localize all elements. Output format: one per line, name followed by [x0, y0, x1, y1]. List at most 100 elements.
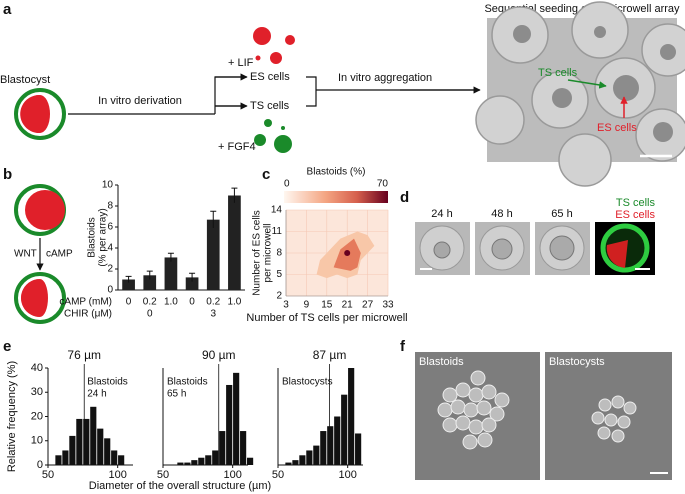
x-tick-label: 100 [338, 469, 356, 481]
time-label: 65 h [551, 208, 572, 220]
series-label: Blastoids [87, 377, 128, 388]
y-tick-label: 20 [31, 410, 43, 422]
blastocyst-icon [14, 184, 66, 324]
panel-label: d [400, 189, 409, 206]
bar [226, 384, 233, 465]
y-tick-label: 30 [31, 386, 43, 398]
label: ES cells [615, 209, 655, 221]
microscopy-image [415, 222, 655, 275]
panel-label: e [3, 338, 11, 355]
bar [177, 462, 184, 465]
bar [348, 368, 355, 465]
bar [104, 438, 111, 465]
y-tick-label: 4 [107, 243, 113, 254]
bar [320, 431, 327, 465]
time-label: 24 h [431, 208, 452, 220]
annotation: 76 µm [67, 348, 101, 362]
x-tick-label: 3 [283, 300, 289, 311]
x-tick-label: 0 [189, 297, 195, 308]
bar [355, 433, 362, 465]
bar [240, 431, 247, 465]
bar [97, 428, 104, 465]
bar [143, 275, 157, 290]
error-bar [189, 272, 196, 282]
bar [55, 455, 62, 465]
ts-cells-icon [254, 119, 292, 153]
bar [247, 457, 254, 465]
y-tick-label: 6 [107, 222, 113, 233]
bar [83, 418, 90, 465]
y-tick-label: 10 [31, 435, 43, 447]
arrow [214, 76, 245, 114]
y-axis-label: Relative frequency (%) [6, 361, 18, 472]
x-tick-label: 100 [223, 469, 241, 481]
x-tick-label: 0 [126, 297, 132, 308]
label: Blastocyst [0, 74, 50, 86]
bar [184, 462, 191, 465]
colorbar-title: Blastoids (%) [307, 167, 366, 178]
panel-label: f [400, 338, 406, 355]
bar [233, 372, 240, 465]
microwell-image [475, 1, 685, 187]
x-tick-label: 50 [272, 469, 284, 481]
x-tick-label: 21 [342, 300, 354, 311]
bar [198, 457, 205, 465]
x-tick-label: 1.0 [164, 297, 178, 308]
x-tick-label: 0.2 [143, 297, 157, 308]
bar [313, 445, 320, 465]
y-tick-label: 0 [37, 459, 43, 471]
row-label: CHIR (μM) [64, 309, 112, 320]
y-tick-label: 40 [31, 362, 43, 374]
error-bar [167, 252, 174, 262]
bar [69, 435, 76, 465]
y-axis-label: (% per array) [98, 208, 109, 266]
bar [118, 455, 125, 465]
bar [285, 462, 292, 465]
y-tick-label: 2 [276, 291, 282, 302]
x-tick-label: 50 [42, 469, 54, 481]
x-axis-label: Number of TS cells per microwell [246, 312, 407, 324]
bar [306, 450, 313, 465]
bar [341, 394, 348, 465]
label: WNT [14, 249, 37, 260]
bar [185, 277, 199, 290]
x-tick-label: 33 [382, 300, 394, 311]
bar [228, 195, 241, 290]
x-axis-label: Diameter of the overall structure (µm) [89, 480, 271, 492]
y-tick-label: 8 [276, 248, 282, 259]
colorbar-tick-label: 0 [284, 179, 290, 190]
label: ES cells [250, 71, 290, 83]
y-tick-label: 11 [272, 226, 283, 237]
panel-label: b [3, 166, 12, 183]
y-tick-label: 14 [271, 205, 283, 216]
bar [334, 416, 341, 465]
bar [191, 460, 198, 465]
label: TS cells [616, 197, 656, 209]
peak [344, 250, 351, 256]
colorbar-tick-label: 70 [377, 179, 389, 190]
blastocyst-icon [14, 88, 66, 140]
bar [292, 460, 299, 465]
label: In vitro derivation [98, 95, 182, 107]
series-label: 65 h [167, 389, 186, 400]
y-tick-label: 0 [107, 285, 113, 296]
bar [90, 406, 97, 465]
group-label: 3 [210, 309, 216, 320]
annotation: 90 µm [202, 348, 236, 362]
y-tick-label: 10 [102, 180, 114, 191]
y-axis-label: per microwell [263, 224, 274, 283]
panel-label: a [3, 1, 12, 18]
row-label: cAMP (mM) [59, 297, 112, 308]
label: cAMP [46, 249, 73, 260]
bar [206, 219, 220, 290]
label: + LIF [228, 57, 254, 69]
x-tick-label: 1.0 [227, 297, 241, 308]
bar [76, 418, 83, 465]
x-tick-label: 50 [157, 469, 169, 481]
x-tick-label: 15 [321, 300, 333, 311]
x-tick-label: 9 [304, 300, 310, 311]
series-label: Blastocysts [282, 377, 333, 388]
error-bar [210, 210, 217, 229]
y-tick-label: 2 [107, 264, 113, 275]
